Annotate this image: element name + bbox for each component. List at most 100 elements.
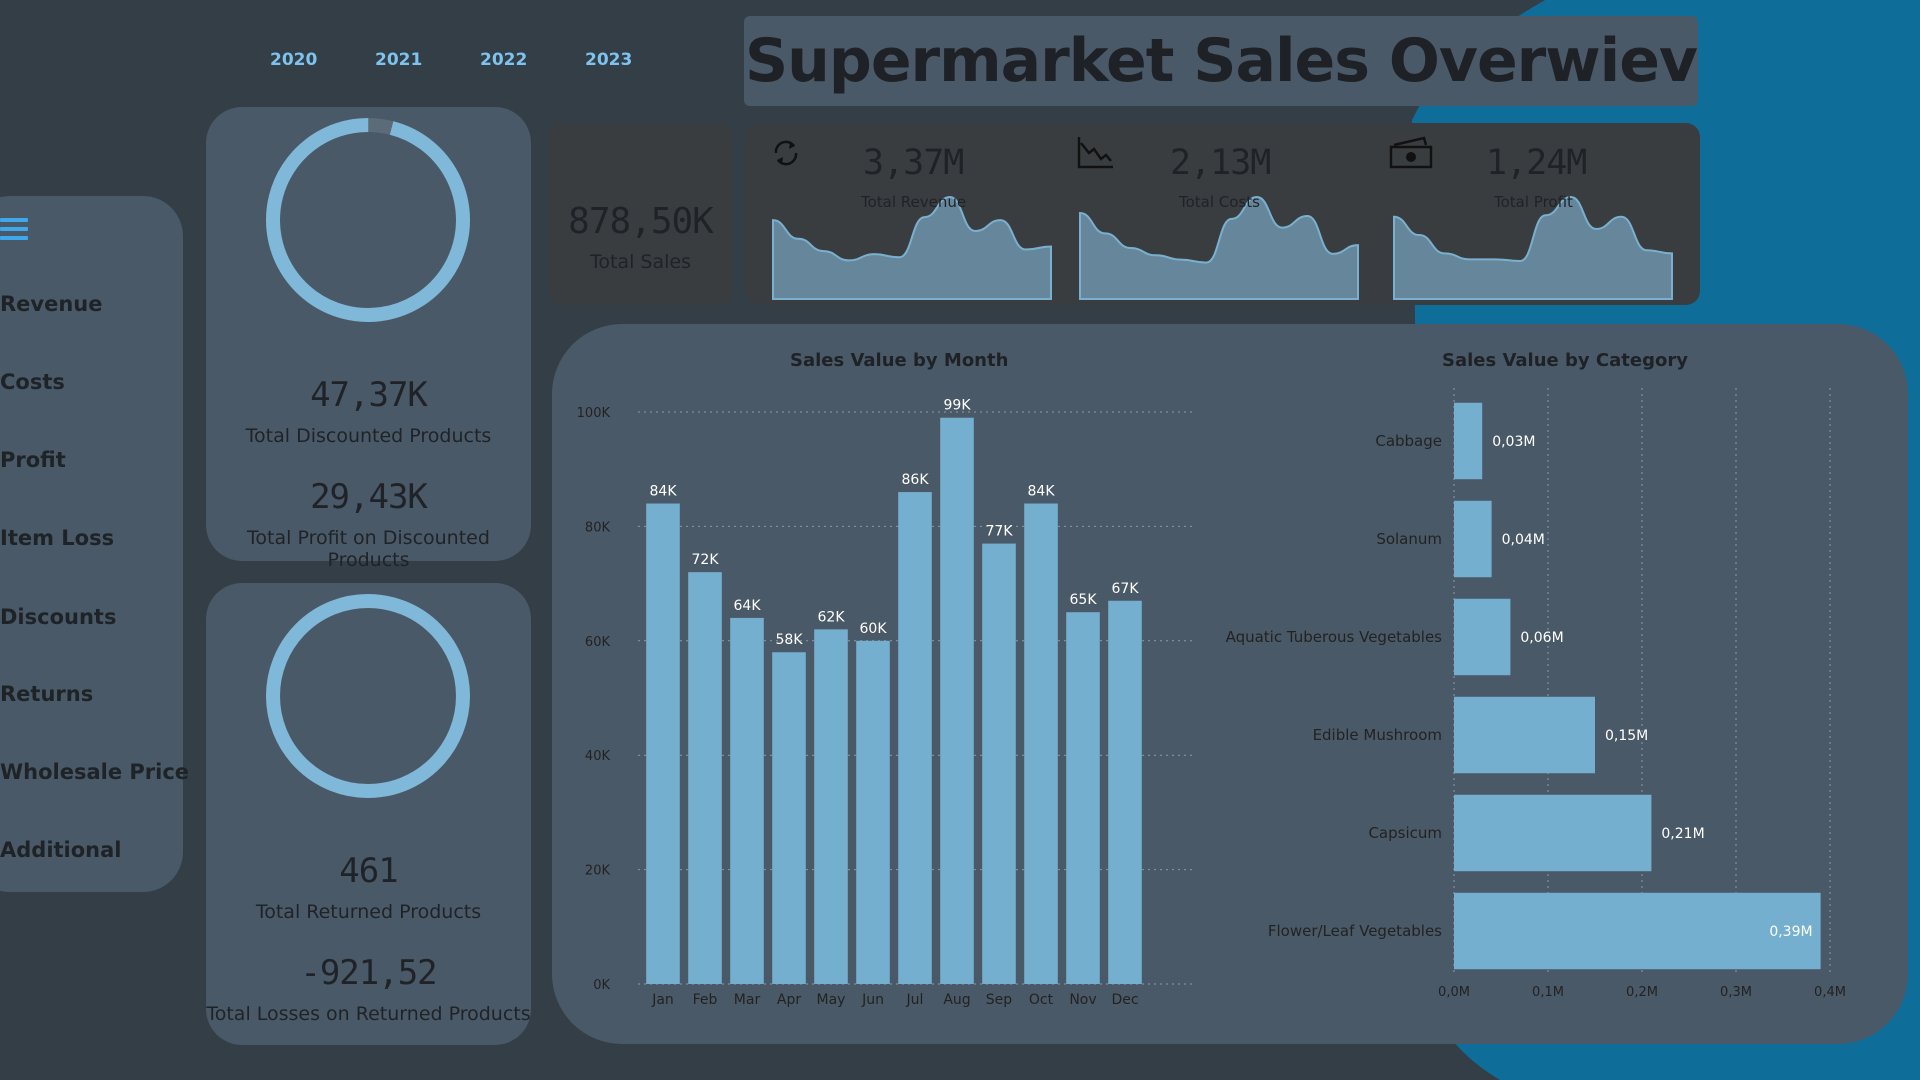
total-discounted-products-value: 47,37K: [310, 375, 428, 415]
bar-data-label: 65K: [1070, 592, 1098, 608]
y-category-label: Aquatic Tuberous Vegetables: [1226, 628, 1443, 646]
refresh-cycle-icon: [774, 140, 798, 166]
sidebar: Revenue Costs Profit Item Loss Discounts…: [0, 196, 189, 892]
bar-mar: [730, 617, 764, 984]
bar-data-label: 67K: [1112, 581, 1140, 597]
bar-data-label: 0,04M: [1502, 532, 1545, 548]
y-category-label: Capsicum: [1368, 824, 1442, 842]
monthly-chart-title: Sales Value by Month: [790, 350, 1009, 371]
y-tick-label: 0K: [593, 978, 610, 993]
bar-nov: [1066, 612, 1100, 984]
category-bar: [1454, 598, 1511, 676]
bar-data-label: 72K: [692, 552, 720, 568]
sidebar-item-wholesale-price[interactable]: Wholesale Price: [0, 760, 190, 784]
y-tick-label: 100K: [577, 406, 611, 421]
x-tick-label: Oct: [1029, 992, 1054, 1008]
category-bar: [1454, 500, 1492, 578]
category-bar: [1454, 696, 1595, 774]
category-bar: [1454, 402, 1483, 480]
bar-jul: [898, 492, 932, 984]
cash-icon: [1389, 136, 1433, 169]
bar-data-label: 62K: [818, 609, 846, 625]
sidebar-item-revenue[interactable]: Revenue: [0, 292, 103, 316]
y-category-label: Edible Mushroom: [1313, 726, 1442, 744]
bar-data-label: 84K: [1028, 484, 1056, 500]
x-tick-label: May: [817, 992, 846, 1008]
x-tick-label: Feb: [693, 992, 718, 1008]
category-bar: [1454, 892, 1821, 970]
y-category-label: Flower/Leaf Vegetables: [1268, 922, 1442, 940]
sidebar-item-additional[interactable]: Additional: [0, 838, 122, 862]
year-2021-button[interactable]: 2021: [375, 50, 423, 70]
revenue-sparkline: [772, 195, 1052, 300]
y-tick-label: 80K: [585, 520, 611, 535]
bar-jan: [646, 503, 680, 984]
y-tick-label: 40K: [585, 749, 611, 764]
bar-data-label: 58K: [776, 632, 804, 648]
bar-dec: [1108, 600, 1142, 984]
x-tick-label: Jul: [906, 992, 924, 1008]
x-tick-label: 0,1M: [1532, 985, 1564, 1000]
bar-may: [814, 629, 848, 984]
x-tick-label: Mar: [734, 992, 761, 1008]
total-returned-products-value: 461: [339, 851, 398, 891]
sidebar-item-profit[interactable]: Profit: [0, 448, 66, 472]
y-tick-label: 60K: [585, 635, 611, 650]
sales-by-category-chart: 0,0M 0,1M 0,2M 0,3M 0,4M 0,03M Cabbage 0,04M Sol…: [1226, 388, 1846, 1000]
sidebar-item-returns[interactable]: Returns: [0, 682, 94, 706]
bar-oct: [1024, 503, 1058, 984]
x-tick-label: Dec: [1111, 992, 1138, 1008]
total-profit-label: Total Profit: [1494, 193, 1573, 211]
bar-data-label: 99K: [944, 398, 972, 414]
costs-sparkline: [1079, 195, 1359, 300]
category-bar: [1454, 794, 1652, 872]
bar-data-label: 0,03M: [1492, 434, 1535, 450]
sidebar-item-item-loss[interactable]: Item Loss: [0, 526, 115, 550]
category-chart-title: Sales Value by Category: [1442, 350, 1688, 371]
bar-apr: [772, 652, 806, 984]
total-revenue-label: Total Revenue: [861, 193, 967, 211]
discount-ring-gauge: [266, 118, 470, 322]
x-tick-label: Nov: [1069, 992, 1096, 1008]
year-2020-button[interactable]: 2020: [270, 50, 318, 70]
x-tick-label: 0,2M: [1626, 985, 1658, 1000]
total-losses-returned-label: Total Losses on Returned Products: [206, 1003, 531, 1025]
total-sales-card: 878,50K Total Sales: [548, 123, 733, 305]
year-2022-button[interactable]: 2022: [480, 50, 528, 70]
bar-jun: [856, 640, 890, 984]
total-costs-label: Total Costs: [1179, 193, 1260, 211]
total-losses-returned-value: -921,52: [300, 953, 437, 993]
hamburger-menu-icon[interactable]: [0, 218, 28, 244]
total-profit-value: 1,24M: [1486, 143, 1587, 183]
year-2023-button[interactable]: 2023: [585, 50, 633, 70]
y-category-label: Solanum: [1376, 530, 1442, 548]
bar-data-label: 0,15M: [1605, 728, 1648, 744]
returns-ring-gauge: [266, 594, 470, 798]
total-discounted-products-label: Total Discounted Products: [245, 425, 492, 447]
x-tick-label: Jan: [651, 992, 674, 1008]
sidebar-item-costs[interactable]: Costs: [0, 370, 65, 394]
declining-chart-icon: [1077, 137, 1113, 169]
year-slicer: 2020 2021 2022 2023: [270, 50, 690, 76]
sidebar-item-discounts[interactable]: Discounts: [0, 605, 117, 629]
x-tick-label: 0,3M: [1720, 985, 1752, 1000]
x-tick-label: 0,4M: [1814, 985, 1846, 1000]
bar-data-label: 0,06M: [1520, 630, 1563, 646]
discounted-products-card: 47,37K Total Discounted Products 29,43K …: [206, 107, 531, 571]
title-banner: Supermarket Sales Overwiev: [744, 16, 1698, 106]
x-tick-label: 0,0M: [1438, 985, 1470, 1000]
bar-data-label: 84K: [650, 484, 678, 500]
kpi-sparkline-strip: 3,37M Total Revenue 2,13M Total Costs 1,…: [745, 123, 1700, 305]
total-returned-products-label: Total Returned Products: [255, 901, 482, 923]
page-title: Supermarket Sales Overwiev: [744, 26, 1698, 96]
total-sales-value: 878,50K: [568, 201, 714, 242]
bar-sep: [982, 543, 1016, 984]
bar-data-label: 0,21M: [1661, 826, 1704, 842]
bar-data-label: 64K: [734, 598, 762, 614]
bar-data-label: 60K: [860, 621, 888, 637]
sales-by-month-chart: 0K 20K 40K 60K 80K 100K 84K Jan 72K Feb 64K Mar 58K A…: [577, 398, 1192, 1008]
bar-data-label: 0,39M: [1769, 924, 1812, 940]
x-tick-label: Apr: [777, 992, 801, 1008]
bar-feb: [688, 572, 722, 984]
charts-panel: Sales Value by Month Sales Value by Cate…: [552, 324, 1908, 1044]
